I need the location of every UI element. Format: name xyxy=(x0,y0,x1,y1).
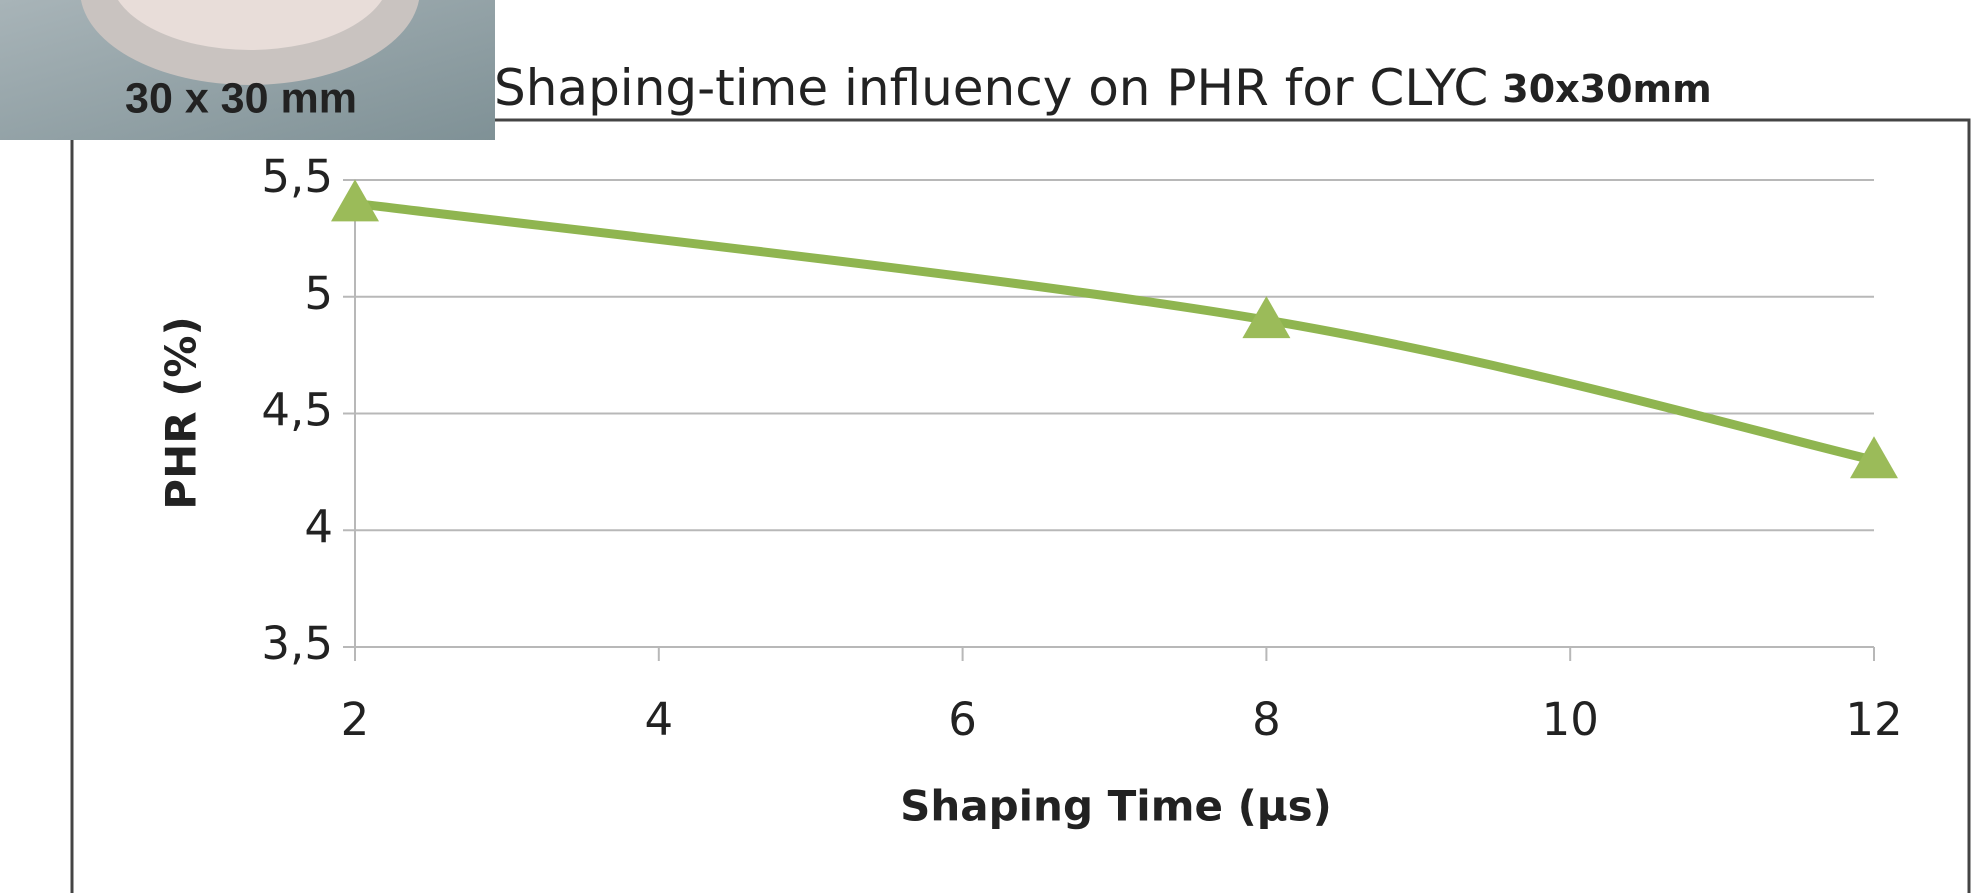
subtitle: 30x30mm xyxy=(1502,67,1711,111)
x-tick-label: 12 xyxy=(1845,693,1902,746)
y-tick-label: 5,5 xyxy=(261,150,333,203)
marker xyxy=(331,179,379,222)
title: Shaping-time influency on PHR for CLYC xyxy=(494,59,1488,117)
x-tick-label: 10 xyxy=(1542,693,1599,746)
y-tick-label: 4,5 xyxy=(261,384,333,437)
chart-title: Shaping-time influency on PHR for CLYC 30… xyxy=(494,59,1712,117)
y-tick-label: 4 xyxy=(304,500,333,553)
x-tick-label: 4 xyxy=(644,693,673,746)
x-tick-label: 8 xyxy=(1252,693,1281,746)
image-label: 30 x 30 mm xyxy=(125,74,357,122)
y-tick-label: 5 xyxy=(304,267,333,320)
chart-frame xyxy=(70,118,1971,893)
marker xyxy=(1850,436,1898,479)
x-axis-title: Shaping Time (µs) xyxy=(900,782,1332,831)
x-tick-label: 2 xyxy=(341,693,370,746)
y-axis-title: PHR (%) xyxy=(157,316,206,509)
y-tick-label: 3,5 xyxy=(261,617,333,670)
marker xyxy=(1242,296,1291,339)
crystal-photo xyxy=(0,0,495,140)
x-tick-label: 6 xyxy=(948,693,977,746)
series-line xyxy=(354,198,1876,465)
